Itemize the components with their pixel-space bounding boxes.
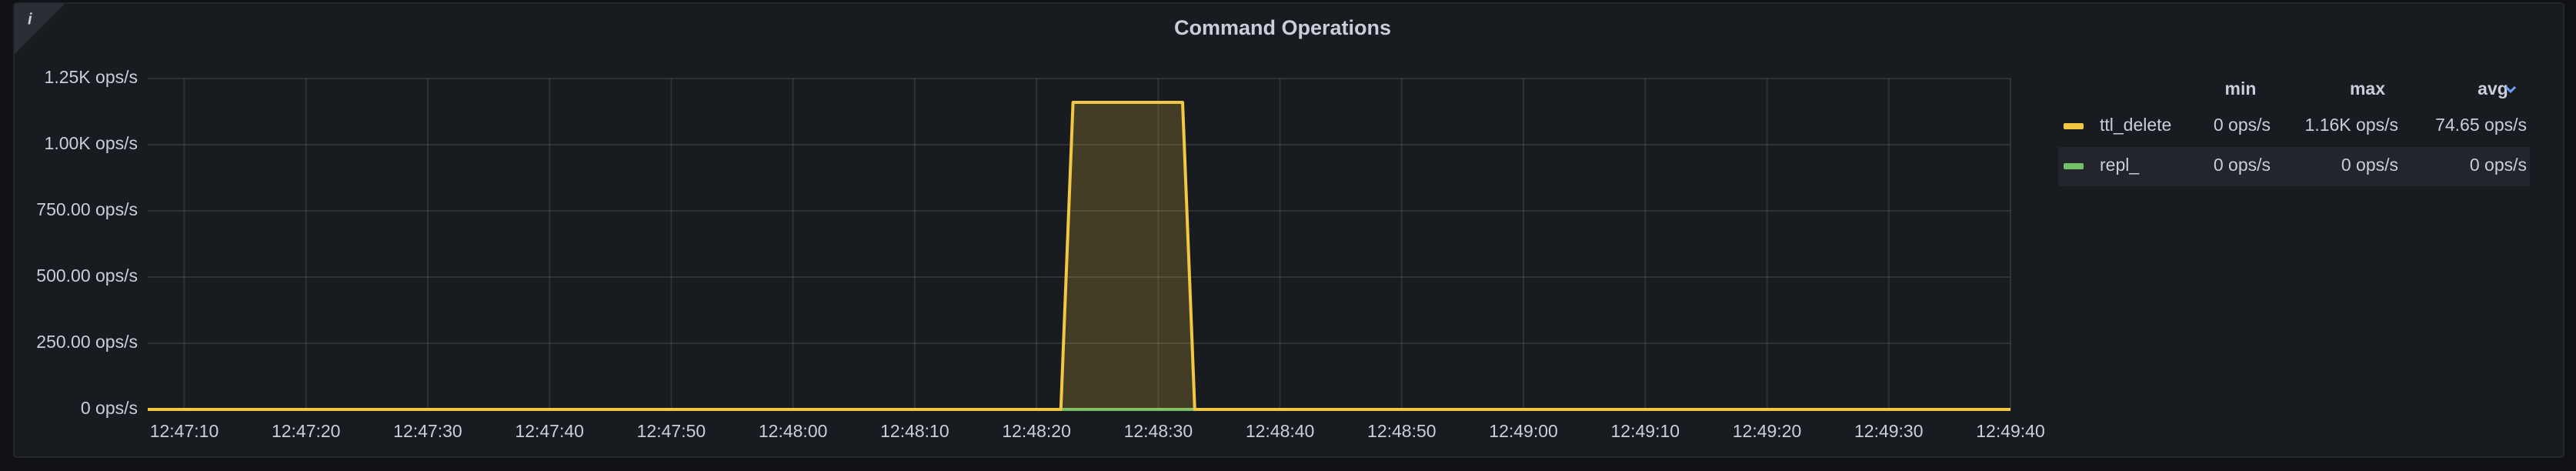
sort-chevron: [2504, 85, 2517, 94]
legend-value: 0 ops/s: [2470, 155, 2527, 175]
x-tick-label: 12:49:20: [1733, 421, 1802, 441]
x-tick-label: 12:47:30: [393, 421, 462, 441]
legend-row-bg: [2058, 147, 2530, 186]
legend-value: 0 ops/s: [2214, 115, 2271, 135]
legend-label[interactable]: ttl_delete: [2100, 115, 2171, 135]
series-line: [148, 101, 2010, 411]
x-tick-label: 12:48:20: [1002, 421, 1071, 441]
legend-header[interactable]: min: [2225, 78, 2257, 99]
panel-background: [13, 2, 2564, 458]
x-tick-label: 12:47:40: [515, 421, 584, 441]
legend-value: 0 ops/s: [2214, 155, 2271, 175]
x-tick-label: 12:48:00: [759, 421, 828, 441]
x-tick-label: 12:47:10: [150, 421, 219, 441]
chart-title: Command Operations: [1174, 16, 1391, 39]
legend-label[interactable]: repl_: [2100, 155, 2140, 175]
info-corner[interactable]: [15, 4, 65, 54]
legend-value: 1.16K ops/s: [2305, 115, 2398, 135]
y-tick-label: 750.00 ops/s: [36, 199, 138, 219]
y-tick-label: 500.00 ops/s: [36, 266, 138, 286]
y-tick-label: 1.25K ops/s: [45, 67, 138, 87]
legend-value: 0 ops/s: [2341, 155, 2398, 175]
x-tick-label: 12:48:50: [1367, 421, 1436, 441]
legend-header[interactable]: max: [2350, 78, 2385, 99]
info-icon[interactable]: i: [28, 11, 32, 28]
y-tick-label: 250.00 ops/s: [36, 332, 138, 352]
x-tick-label: 12:49:00: [1489, 421, 1558, 441]
y-tick-label: 1.00K ops/s: [45, 133, 138, 153]
x-tick-label: 12:48:30: [1124, 421, 1193, 441]
legend-value: 74.65 ops/s: [2435, 115, 2527, 135]
x-tick-label: 12:49:10: [1611, 421, 1680, 441]
x-tick-label: 12:47:20: [272, 421, 341, 441]
x-tick-label: 12:49:30: [1854, 421, 1924, 441]
x-tick-label: 12:47:50: [637, 421, 706, 441]
x-tick-label: 12:49:40: [1976, 421, 2045, 441]
legend-header[interactable]: avg: [2478, 78, 2508, 99]
legend-swatch[interactable]: [2064, 123, 2084, 129]
x-tick-label: 12:48:40: [1246, 421, 1315, 441]
series-area: [148, 102, 2010, 409]
x-tick-label: 12:48:10: [880, 421, 949, 441]
y-tick-label: 0 ops/s: [81, 398, 138, 418]
legend-swatch[interactable]: [2064, 163, 2084, 169]
